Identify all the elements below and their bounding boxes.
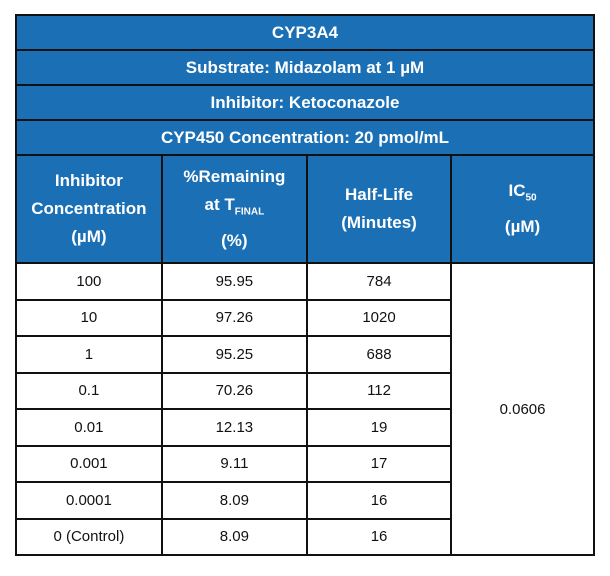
h-line: %Remaining (183, 167, 286, 187)
ic50-value: 0.0606 (450, 262, 595, 556)
h-line: IC (508, 181, 526, 201)
table-cell: 1 (15, 335, 163, 374)
h-sub: 50 (525, 192, 537, 204)
table-cell: 784 (305, 262, 453, 301)
table-cell: 0.01 (15, 408, 163, 447)
substrate-row: Substrate: Midazolam at 1 µM (15, 49, 595, 86)
table-cell: 1020 (305, 298, 453, 337)
h-line: (Minutes) (341, 213, 417, 232)
table-cell: 70.26 (160, 371, 308, 410)
table-cell: 9.11 (160, 444, 308, 483)
table-cell: 95.25 (160, 335, 308, 374)
table-row: 1 95.25 688 (15, 335, 594, 374)
header-ic50: IC50 (µM) (450, 154, 595, 264)
table-cell: 16 (305, 517, 453, 556)
table-row: 0.1 70.26 112 (15, 371, 594, 410)
h-sub: FINAL (234, 206, 265, 218)
h-line: at T (204, 195, 235, 215)
h-line: (%) (221, 230, 248, 250)
table-cell: 95.95 (160, 262, 308, 301)
table-cell: 112 (305, 371, 453, 410)
header-half-life: Half-Life (Minutes) (305, 154, 453, 264)
table-cell: 17 (305, 444, 453, 483)
table-row: 0.01 12.13 19 (15, 408, 594, 447)
h-line: (µM) (504, 216, 541, 236)
h-line: (µM) (71, 227, 107, 246)
cyp-concentration-row: CYP450 Concentration: 20 pmol/mL (15, 119, 595, 156)
h-line: Half-Life (345, 185, 414, 204)
inhibitor-row: Inhibitor: Ketoconazole (15, 84, 595, 121)
table-row: 0.001 9.11 17 (15, 444, 594, 483)
h-line: Concentration (31, 199, 147, 218)
header-inhibitor-concentration: Inhibitor Concentration (µM) (15, 154, 163, 264)
h-line: Inhibitor (54, 171, 123, 190)
header-remaining: %Remaining at TFINAL (%) (160, 154, 308, 264)
table-cell: 100 (15, 262, 163, 301)
table-cell: 0.0001 (15, 481, 163, 520)
table-cell: 8.09 (160, 481, 308, 520)
table-cell: 16 (305, 481, 453, 520)
table-cell: 10 (15, 298, 163, 337)
table-cell: 0 (Control) (15, 517, 163, 556)
table-cell: 12.13 (160, 408, 308, 447)
table-cell: 19 (305, 408, 453, 447)
table-cell: 0.001 (15, 444, 163, 483)
table-row: 0.0001 8.09 16 (15, 481, 594, 520)
table-row: 100 95.95 784 0.0606 (15, 262, 595, 556)
table-title: CYP3A4 (15, 14, 595, 51)
table-cell: 97.26 (160, 298, 308, 337)
table-cell: 8.09 (160, 517, 308, 556)
table-row: 0 (Control) 8.09 16 (15, 517, 594, 556)
table-cell: 0.1 (15, 371, 163, 410)
table-cell: 688 (305, 335, 453, 374)
cyp3a4-table: CYP3A4 Substrate: Midazolam at 1 µM Inhi… (15, 14, 595, 556)
table-row: 10 97.26 1020 (15, 298, 594, 337)
